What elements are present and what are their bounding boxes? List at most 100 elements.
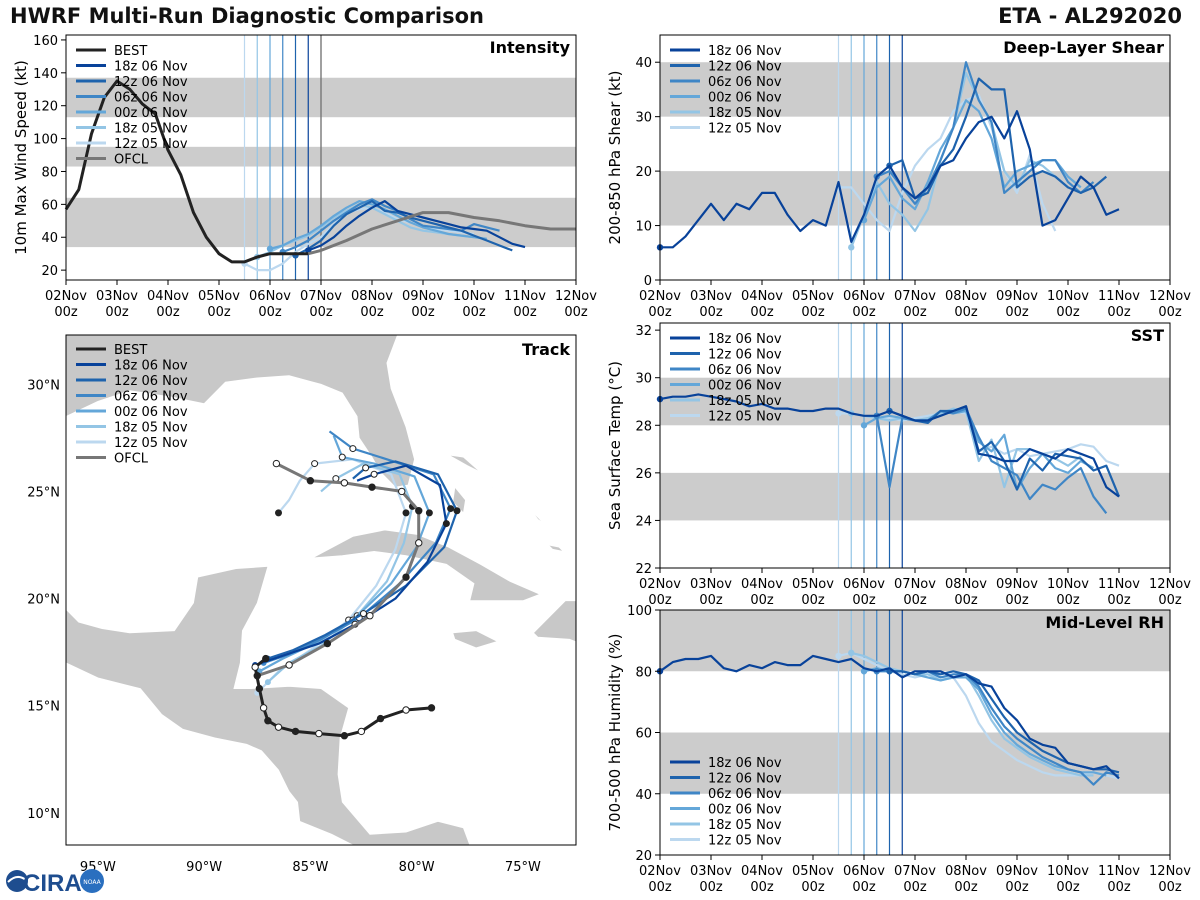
sst-legend-label: 12z 05 Nov: [708, 410, 782, 425]
intensity-title: Intensity: [490, 38, 571, 57]
intensity-legend-label: 06z 06 Nov: [114, 91, 188, 106]
sst-init-marker: [835, 410, 842, 417]
rh-band: [660, 610, 1170, 672]
track-frame: [65, 334, 577, 846]
globe-icon: [6, 870, 28, 892]
track-position-marker: [323, 639, 332, 648]
rh-xtick-line: 00z: [801, 880, 825, 895]
track-position-marker: [285, 661, 293, 669]
track-legend-label: 18z 05 Nov: [114, 421, 188, 436]
shear-xtick-label: 11Nov 00z: [1098, 289, 1140, 320]
sst-legend-label: 00z 06 Nov: [708, 379, 782, 394]
shear-xtick-line: 05Nov: [792, 289, 834, 304]
intensity-xtick-label: 06Nov 00z: [249, 289, 291, 320]
track-position-marker: [425, 509, 433, 517]
sst-xtick-line: 00z: [648, 593, 672, 608]
intensity-legend-label: 12z 05 Nov: [114, 137, 188, 152]
track-legend-label: 12z 05 Nov: [114, 436, 188, 451]
sst-xtick-label: 02Nov 00z: [639, 577, 681, 608]
sst-xtick-line: 00z: [699, 593, 723, 608]
rh-xtick-line: 04Nov: [741, 864, 783, 879]
sst-xtick-line: 12Nov: [1149, 577, 1191, 592]
shear-xtick-line: 12Nov: [1149, 289, 1191, 304]
rh-xtick-line: 00z: [903, 880, 927, 895]
bahamas-land: [448, 454, 481, 473]
sst-legend-label: 12z 06 Nov: [708, 348, 782, 363]
shear-xtick-line: 03Nov: [690, 289, 732, 304]
intensity-series-line: [256, 203, 475, 259]
shear-xtick-label: 06Nov 00z: [843, 289, 885, 320]
track-legend-label: 18z 06 Nov: [114, 359, 188, 374]
intensity-xtick-line: 07Nov: [300, 289, 342, 304]
rh-ytick-label: 80: [635, 665, 652, 680]
rh-xtick-line: 00z: [1056, 880, 1080, 895]
track-position-marker: [264, 717, 272, 725]
shear-xtick-label: 10Nov 00z: [1047, 289, 1089, 320]
sst-xtick-line: 00z: [1158, 593, 1182, 608]
rh-xtick-label: 07Nov 00z: [894, 864, 936, 895]
sst-xtick-line: 00z: [1107, 593, 1131, 608]
track-position-marker: [275, 509, 282, 517]
sst-xtick-line: 11Nov: [1098, 577, 1140, 592]
track-title: Track: [522, 340, 570, 359]
shear-xtick-line: 07Nov: [894, 289, 936, 304]
rh-title: Mid-Level RH: [1045, 613, 1164, 632]
track-position-marker: [251, 663, 259, 671]
shear-xtick-line: 10Nov: [1047, 289, 1089, 304]
jamaica-land: [452, 630, 499, 649]
rh-legend-label: 12z 06 Nov: [708, 772, 782, 787]
rh-xtick-line: 08Nov: [945, 864, 987, 879]
sst-xtick-label: 03Nov 00z: [690, 577, 732, 608]
track-lon-label: 75°W: [505, 860, 541, 875]
track-lon-label: 80°W: [399, 860, 435, 875]
rh-ytick-label: 20: [635, 849, 652, 864]
puerto-rico-land: [575, 630, 576, 640]
rh-xtick-line: 05Nov: [792, 864, 834, 879]
track-legend-label: 12z 06 Nov: [114, 374, 188, 389]
sst-xtick-line: 07Nov: [894, 577, 936, 592]
bahamas-land: [490, 484, 507, 507]
rh-legend-label: 18z 06 Nov: [708, 756, 782, 771]
sst-xtick-line: 03Nov: [690, 577, 732, 592]
rh-xtick-label: 08Nov 00z: [945, 864, 987, 895]
intensity-series-line: [282, 198, 500, 254]
shear-legend-label: 12z 06 Nov: [708, 60, 782, 75]
track-position-marker: [366, 612, 374, 620]
intensity-xtick-line: 00z: [360, 305, 384, 320]
shear-series-line: [876, 61, 1095, 205]
rh-xtick-line: 00z: [648, 880, 672, 895]
shear-xtick-line: 09Nov: [996, 289, 1038, 304]
shear-init-marker: [848, 244, 855, 251]
sst-xtick-line: 06Nov: [843, 577, 885, 592]
track-position-marker: [272, 459, 281, 468]
shear-xtick-line: 00z: [1005, 305, 1029, 320]
rh-xtick-label: 09Nov 00z: [996, 864, 1038, 895]
track-position-marker: [262, 654, 270, 663]
track-position-marker: [274, 723, 283, 731]
intensity-xtick-label: 02Nov 00z: [45, 289, 87, 320]
track-series-line: [267, 460, 459, 660]
intensity-xtick-label: 04Nov 00z: [147, 289, 189, 320]
rh-xtick-line: 00z: [1107, 880, 1131, 895]
bahamas-land: [531, 510, 545, 524]
track-position-marker: [398, 487, 406, 496]
intensity-xtick-line: 00z: [564, 305, 588, 320]
sst-ytick-label: 30: [635, 372, 652, 387]
rh-xtick-line: 00z: [852, 880, 876, 895]
shear-ytick-label: 30: [635, 111, 652, 126]
rh-xtick-label: 10Nov 00z: [1047, 864, 1089, 895]
track-position-marker: [402, 573, 410, 581]
shear-ylabel: 200-850 hPa Shear (kt): [606, 71, 624, 245]
sst-xtick-line: 00z: [750, 593, 774, 608]
intensity-ytick-label: 120: [33, 100, 58, 115]
shear-xtick-label: 02Nov 00z: [639, 289, 681, 320]
rh-xtick-label: 12Nov 00z: [1149, 864, 1191, 895]
sst-ylabel: Sea Surface Temp (°C): [606, 361, 624, 530]
track-legend-label: 06z 06 Nov: [114, 390, 188, 405]
shear-xtick-label: 04Nov 00z: [741, 289, 783, 320]
sst-xtick-line: 05Nov: [792, 577, 834, 592]
us-florida-land: [66, 335, 415, 488]
sst-xtick-line: 00z: [903, 593, 927, 608]
intensity-ylabel: 10m Max Wind Speed (kt): [12, 60, 30, 255]
track-lat-label: 20°N: [27, 593, 60, 608]
